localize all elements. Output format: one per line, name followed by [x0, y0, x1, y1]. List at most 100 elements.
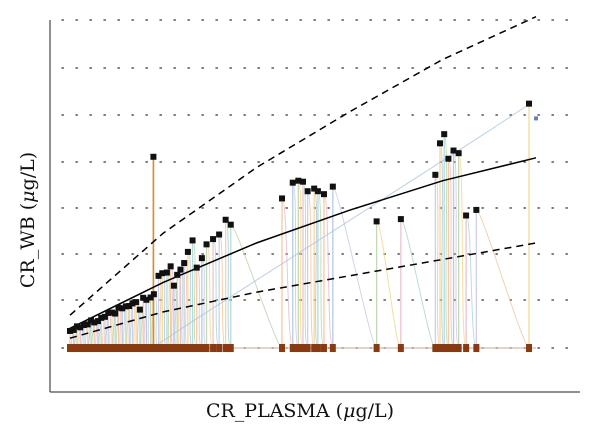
connector-traces [69, 103, 530, 349]
data-point-16 [122, 303, 129, 310]
baseline-marker-61 [526, 344, 533, 352]
fit-curve-2 [69, 242, 537, 339]
data-point-37 [203, 241, 210, 248]
data-point-29 [170, 282, 177, 289]
baseline-marker-33 [184, 344, 191, 352]
baseline-marker-15 [119, 344, 126, 352]
trace-arc-39 [218, 234, 227, 349]
data-point-1 [70, 326, 77, 333]
data-point-48 [314, 188, 321, 195]
data-point-53 [432, 171, 439, 178]
data-point-33 [184, 248, 191, 255]
trace-arc-40 [225, 219, 232, 349]
data-point-4 [80, 322, 87, 329]
baseline-marker-10 [101, 344, 108, 352]
baseline-marker-35 [193, 344, 200, 352]
data-point-7 [91, 319, 98, 326]
data-point-52 [397, 216, 404, 223]
data-point-47 [311, 185, 318, 192]
data-point-12 [108, 309, 115, 316]
data-point-27 [163, 269, 170, 276]
baseline-marker-2 [73, 344, 80, 352]
data-point-15 [119, 305, 126, 312]
data-point-60 [473, 206, 480, 213]
baseline-marker-55 [441, 344, 448, 352]
baseline-marker-16 [122, 344, 129, 352]
baseline-marker-31 [177, 344, 184, 352]
outlier-point-0 [150, 153, 157, 160]
y-axis-label-text: CR_WB ( [17, 202, 39, 289]
data-point-34 [189, 237, 196, 244]
trace-arc-37 [206, 243, 214, 349]
baseline-marker-37 [203, 344, 210, 352]
data-point-18 [129, 300, 136, 307]
baseline-marker-54 [437, 344, 444, 352]
baseline-marker-17 [126, 344, 133, 352]
baseline-marker-30 [174, 344, 181, 352]
baseline-marker-5 [84, 344, 91, 352]
baseline-marker-4 [80, 344, 87, 352]
baseline-marker-19 [133, 344, 140, 352]
trace-arc-48 [317, 190, 325, 349]
baseline-marker-20 [136, 344, 143, 352]
data-point-50 [329, 183, 336, 190]
baseline-marker-47 [311, 344, 318, 352]
baseline-marker-11 [105, 344, 112, 352]
baseline-marker-44 [295, 344, 302, 352]
trace-arc-47 [313, 188, 319, 349]
y-axis-label-unit: g/L) [17, 151, 39, 191]
baseline-marker-1 [70, 344, 77, 352]
baseline-marker-18 [129, 344, 136, 352]
data-point-19 [133, 299, 140, 306]
data-point-6 [87, 317, 94, 324]
baseline-marker-58 [455, 344, 462, 352]
baseline-marker-25 [155, 344, 162, 352]
data-point-35 [193, 264, 200, 271]
trace-arc-42 [281, 197, 294, 349]
trace-arc-51 [376, 220, 402, 349]
fit-curve-1 [69, 16, 537, 316]
baseline-marker-62 [150, 344, 157, 352]
data-point-26 [159, 270, 166, 277]
data-point-28 [167, 263, 174, 270]
data-point-17 [126, 303, 133, 310]
x-axis-label-mu: μ [343, 400, 356, 422]
trace-arc-41 [230, 224, 283, 349]
baseline-marker-49 [320, 344, 327, 352]
trace-arc-61 [152, 103, 530, 349]
baseline-marker-27 [163, 344, 170, 352]
data-point-32 [181, 260, 188, 267]
baseline-marker-60 [473, 344, 480, 352]
baseline-marker-51 [373, 344, 380, 352]
trace-arc-58 [458, 152, 467, 349]
baseline-marker-42 [279, 344, 286, 352]
trace-arc-45 [302, 181, 309, 349]
baseline-marker-36 [198, 344, 205, 352]
baseline-marker-38 [210, 344, 217, 352]
baseline-marker-43 [289, 344, 296, 352]
baseline-marker-32 [181, 344, 188, 352]
fit-curves [69, 16, 537, 339]
baseline-marker-50 [329, 344, 336, 352]
data-point-20 [136, 306, 143, 313]
baseline-marker-53 [432, 344, 439, 352]
data-point-5 [84, 321, 91, 328]
data-point-10 [101, 313, 108, 320]
baseline-marker-48 [314, 344, 321, 352]
trace-arc-55 [443, 133, 449, 349]
y-axis-label-mu: μ [17, 190, 39, 203]
data-point-59 [463, 212, 470, 219]
data-point-36 [198, 255, 205, 262]
data-point-11 [105, 309, 112, 316]
data-point-21 [140, 294, 147, 301]
baseline-marker-21 [140, 344, 147, 352]
baseline-marker-46 [304, 344, 311, 352]
data-point-30 [174, 271, 181, 278]
baseline-marker-34 [189, 344, 196, 352]
trace-arc-56 [447, 158, 455, 349]
data-point-41 [227, 221, 234, 228]
data-point-57 [450, 147, 457, 154]
trace-arc-24 [153, 293, 160, 349]
data-point-55 [441, 131, 448, 138]
data-point-3 [77, 324, 84, 331]
